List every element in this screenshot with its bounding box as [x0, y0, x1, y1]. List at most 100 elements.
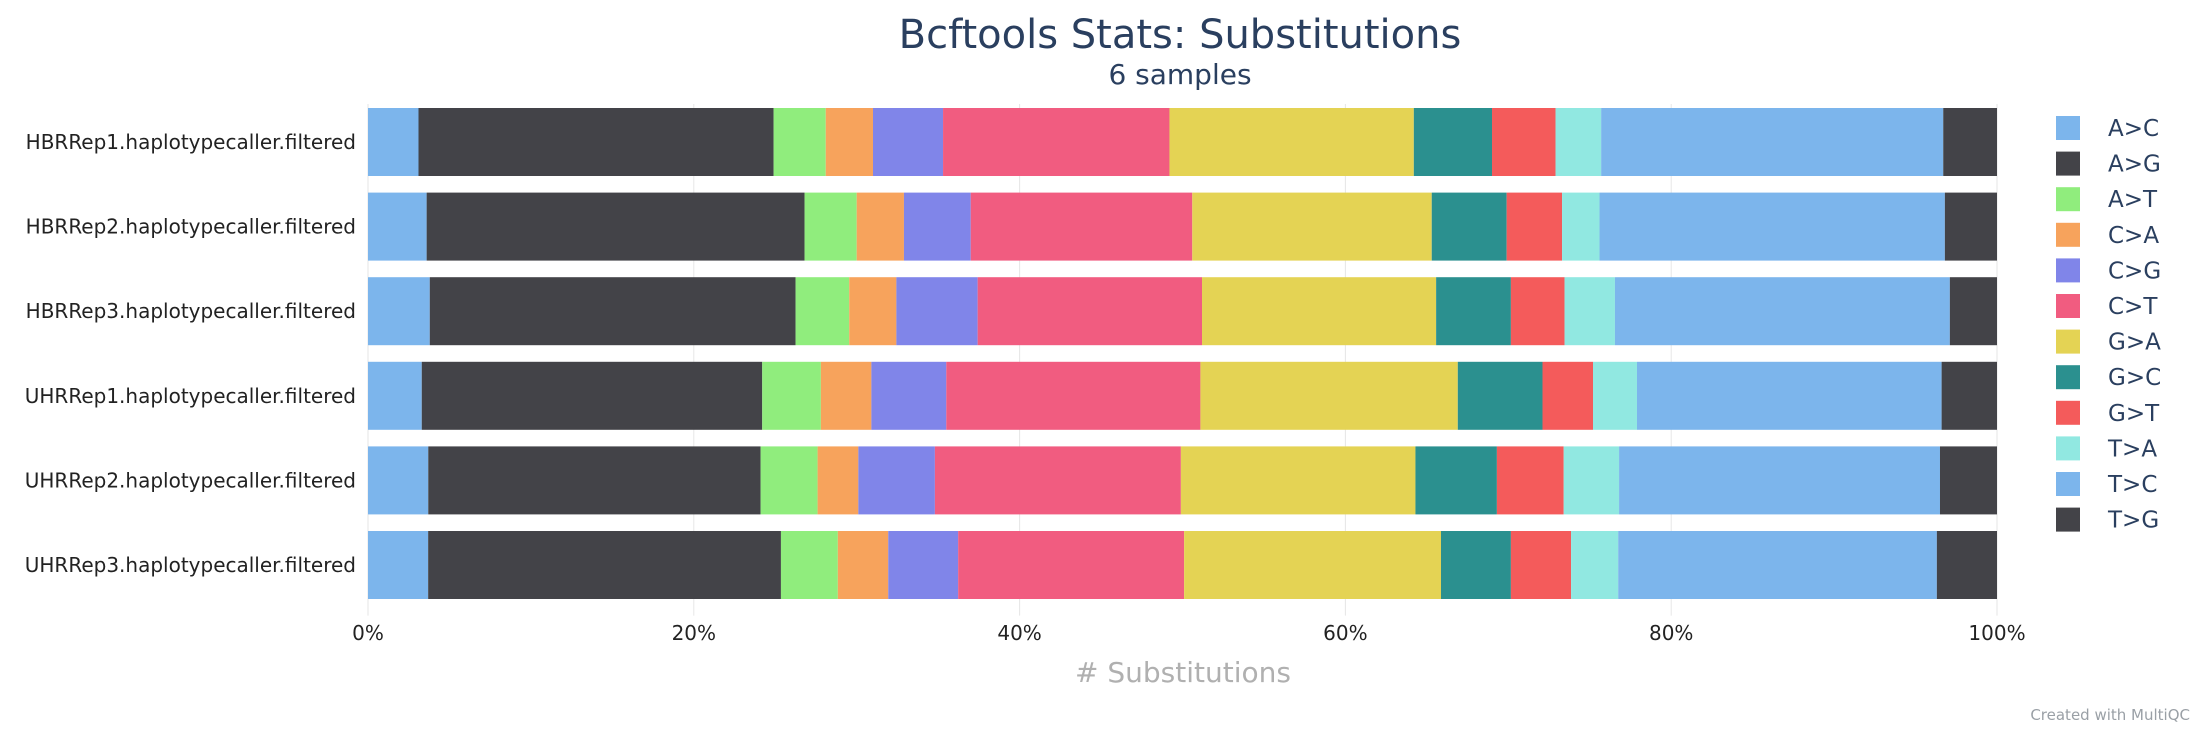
- bar-segment[interactable]: [1506, 192, 1563, 261]
- x-tick-label: 40%: [997, 621, 1041, 645]
- bar-segment[interactable]: [896, 277, 978, 346]
- bar-segment[interactable]: [368, 192, 427, 261]
- legend-label: A>G: [2108, 152, 2161, 178]
- bar-segment[interactable]: [1431, 192, 1507, 261]
- bar-segment[interactable]: [1562, 192, 1600, 261]
- bar-segment[interactable]: [1599, 192, 1945, 261]
- bar-segment[interactable]: [1192, 192, 1432, 261]
- bar-segment[interactable]: [1564, 277, 1615, 346]
- bar-segment[interactable]: [1202, 277, 1437, 346]
- chart-title: Bcftools Stats: Substitutions: [899, 12, 1462, 58]
- legend-item[interactable]: A>C: [2056, 116, 2159, 142]
- bar-segment[interactable]: [804, 192, 857, 261]
- legend-item[interactable]: T>G: [2056, 508, 2159, 534]
- bar-segment[interactable]: [903, 192, 971, 261]
- bar-segment[interactable]: [1614, 277, 1950, 346]
- bar-segment[interactable]: [1413, 108, 1493, 176]
- bar-segment[interactable]: [1618, 531, 1937, 599]
- bar-segment[interactable]: [1939, 446, 1997, 515]
- bar-segment[interactable]: [1496, 446, 1564, 515]
- bar-segment[interactable]: [1563, 446, 1620, 515]
- legend-swatch: [2056, 400, 2080, 425]
- bar-segment[interactable]: [1510, 277, 1565, 346]
- bar-segment[interactable]: [837, 531, 889, 599]
- bar-segment[interactable]: [825, 108, 873, 176]
- x-axis-title: # Substitutions: [1075, 656, 1291, 689]
- bar-segment[interactable]: [1492, 108, 1556, 176]
- bar-segment[interactable]: [429, 277, 796, 346]
- bar-segment[interactable]: [428, 446, 761, 515]
- bar-segment[interactable]: [1457, 361, 1543, 430]
- legend-swatch: [2056, 116, 2080, 140]
- bar-segment[interactable]: [970, 192, 1193, 261]
- legend-item[interactable]: C>A: [2056, 222, 2159, 249]
- bar-segment[interactable]: [1943, 108, 1997, 176]
- bar-segment[interactable]: [1184, 531, 1441, 599]
- y-tick-label: UHRRep3.haplotypecaller.filtered: [25, 553, 356, 577]
- legend-item[interactable]: G>A: [2056, 329, 2161, 356]
- bar-segment[interactable]: [1542, 361, 1594, 430]
- grid-lines: [367, 104, 1998, 616]
- legend-label: A>T: [2108, 187, 2158, 213]
- bar-segment[interactable]: [888, 531, 959, 599]
- y-tick-label: UHRRep1.haplotypecaller.filtered: [25, 384, 356, 408]
- bar-segment[interactable]: [817, 446, 859, 515]
- bar-segment[interactable]: [760, 446, 818, 515]
- bar-segment[interactable]: [1415, 446, 1497, 515]
- legend-item[interactable]: G>C: [2056, 365, 2161, 391]
- bar-segment[interactable]: [946, 361, 1201, 430]
- bar-segment[interactable]: [977, 277, 1203, 346]
- bar-segment[interactable]: [1949, 277, 1997, 346]
- bar-segment[interactable]: [1636, 361, 1942, 430]
- legend-item[interactable]: T>A: [2056, 436, 2157, 462]
- legend-item[interactable]: C>G: [2056, 258, 2161, 284]
- legend-label: C>T: [2108, 294, 2158, 320]
- bar-segment[interactable]: [943, 108, 1170, 176]
- bar-segment[interactable]: [1436, 277, 1511, 346]
- bar-segment[interactable]: [368, 531, 429, 599]
- legend-item[interactable]: A>G: [2056, 151, 2161, 178]
- bar-segment[interactable]: [418, 108, 774, 176]
- bar-segment[interactable]: [795, 277, 850, 346]
- bar-segment[interactable]: [773, 108, 826, 176]
- bar-segment[interactable]: [426, 192, 805, 261]
- bar-segment[interactable]: [1944, 192, 1997, 261]
- bar-segment[interactable]: [1593, 361, 1637, 430]
- bar-segment[interactable]: [820, 361, 872, 430]
- bar-segment[interactable]: [428, 531, 781, 599]
- bar-segment[interactable]: [1180, 446, 1416, 515]
- bar-segment[interactable]: [762, 361, 821, 430]
- bar-segment[interactable]: [368, 108, 419, 176]
- legend-item[interactable]: T>C: [2056, 472, 2157, 498]
- bar-segment[interactable]: [1941, 361, 1997, 430]
- bar-segment[interactable]: [1601, 108, 1944, 176]
- bar-segment[interactable]: [1619, 446, 1940, 515]
- bar-segment[interactable]: [1169, 108, 1414, 176]
- bar-segment[interactable]: [368, 361, 422, 430]
- bar-segment[interactable]: [421, 361, 763, 430]
- bar-segment[interactable]: [368, 277, 430, 346]
- bar-segment[interactable]: [1510, 531, 1572, 599]
- bar-segment[interactable]: [1555, 108, 1602, 176]
- y-tick-label: HBRRep2.haplotypecaller.filtered: [26, 215, 356, 239]
- legend-label: T>A: [2107, 436, 2157, 462]
- bar-segment[interactable]: [934, 446, 1181, 515]
- bar-segment[interactable]: [849, 277, 897, 346]
- bar-segment[interactable]: [858, 446, 935, 515]
- bar-segment[interactable]: [856, 192, 904, 261]
- legend-item[interactable]: C>T: [2056, 294, 2158, 320]
- legend-label: G>C: [2108, 365, 2161, 391]
- legend-item[interactable]: A>T: [2056, 187, 2158, 213]
- bar-segment[interactable]: [872, 108, 944, 176]
- legend-item[interactable]: G>T: [2056, 400, 2160, 427]
- bar-segment[interactable]: [1936, 531, 1997, 599]
- legend-swatch: [2056, 222, 2080, 247]
- bar-segment[interactable]: [871, 361, 947, 430]
- bar-segment[interactable]: [958, 531, 1185, 599]
- x-axis-ticks: 0% 20% 40% 60% 80% 100%: [352, 621, 2025, 645]
- bar-segment[interactable]: [1200, 361, 1458, 430]
- bar-segment[interactable]: [368, 446, 429, 515]
- bar-segment[interactable]: [780, 531, 838, 599]
- bar-segment[interactable]: [1440, 531, 1511, 599]
- bar-segment[interactable]: [1571, 531, 1619, 599]
